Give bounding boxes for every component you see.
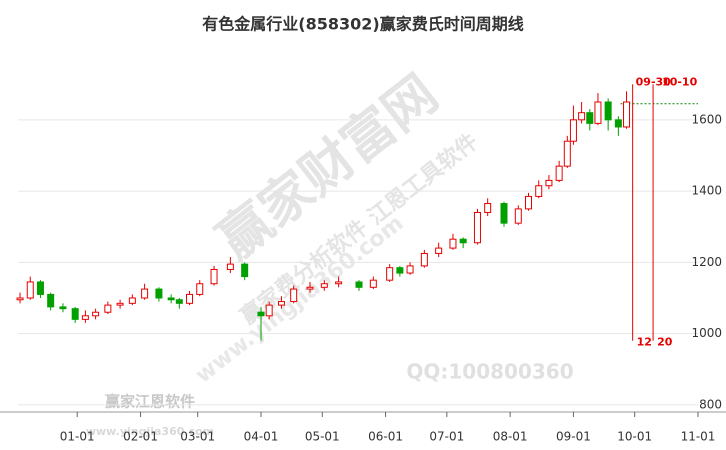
candle-body (175, 299, 183, 304)
candle-body (116, 302, 124, 306)
candle-body (614, 119, 622, 128)
candle-body (167, 297, 175, 301)
candle-body (594, 101, 602, 124)
candle-body (241, 263, 249, 278)
candle-body (141, 288, 149, 299)
y-tick-label: 1400 (691, 184, 722, 198)
y-tick-label: 1600 (691, 112, 722, 126)
candle-body (306, 286, 314, 290)
candle-body (449, 238, 457, 249)
candle-body (47, 293, 55, 308)
candle-body (369, 279, 377, 288)
candle-body (210, 268, 218, 285)
candle-body (265, 304, 273, 317)
x-tick-label: 03-01 (180, 430, 215, 444)
candle-body (500, 203, 508, 224)
candle-body (386, 267, 394, 281)
y-tick-label: 1000 (691, 326, 722, 340)
candle-body (92, 311, 100, 317)
candle-body (514, 208, 522, 224)
candle-body (196, 283, 204, 295)
x-tick-label: 09-01 (556, 430, 591, 444)
candle-body (420, 252, 428, 267)
candle-body (257, 311, 265, 317)
x-tick-label: 11-01 (681, 430, 716, 444)
x-tick-label: 06-01 (368, 430, 403, 444)
chart-title: 有色金属行业(858302)赢家费氏时间周期线 (202, 15, 523, 34)
candle-body (578, 112, 586, 121)
cycle-count: 20 (657, 336, 673, 349)
candle-body (484, 203, 492, 213)
watermark: 赢家江恩软件 (105, 393, 195, 411)
candle-body (535, 185, 543, 197)
candle-body (26, 281, 34, 299)
candle-body (81, 315, 89, 320)
candle-body (555, 165, 563, 181)
candle-body (459, 238, 467, 244)
candle-body (59, 306, 67, 310)
y-tick-label: 1200 (691, 255, 722, 269)
candle-body (226, 263, 234, 270)
cycle-label: 10-10 (662, 75, 698, 88)
watermark: QQ:100800360 (406, 360, 573, 384)
x-tick-label: 01-01 (60, 430, 95, 444)
x-tick-label: 10-01 (617, 430, 652, 444)
candle-body (604, 101, 612, 121)
x-tick-label: 02-01 (123, 430, 158, 444)
candle-body (335, 281, 343, 285)
x-tick-label: 04-01 (244, 430, 279, 444)
candle-body (186, 293, 194, 304)
y-tick-label: 800 (699, 397, 722, 411)
candle-body (277, 301, 285, 306)
x-tick-label: 05-01 (305, 430, 340, 444)
cycle-count: 12 (637, 336, 652, 349)
cycle-label: 09-30 (636, 75, 672, 88)
candle-body (36, 281, 44, 295)
candle-body (128, 297, 136, 304)
watermark: www.yingjia360.com (86, 425, 214, 438)
candle-body (396, 267, 404, 274)
candle-body (320, 283, 328, 288)
candle-body (406, 265, 414, 274)
candle-body (623, 101, 631, 128)
candle-body (586, 112, 594, 124)
candle-body (435, 247, 443, 254)
candle-body (104, 304, 112, 313)
candle-body (545, 179, 553, 187)
x-tick-label: 08-01 (493, 430, 528, 444)
x-tick-label: 07-01 (429, 430, 464, 444)
candle-body (569, 119, 577, 142)
candle-body (71, 308, 79, 320)
candle-body (155, 288, 163, 299)
candle-body (355, 281, 363, 288)
candle-body (290, 288, 298, 303)
candle-body (563, 140, 571, 167)
candle-body (16, 297, 24, 301)
candle-body (525, 195, 533, 210)
candle-body (473, 211, 481, 244)
